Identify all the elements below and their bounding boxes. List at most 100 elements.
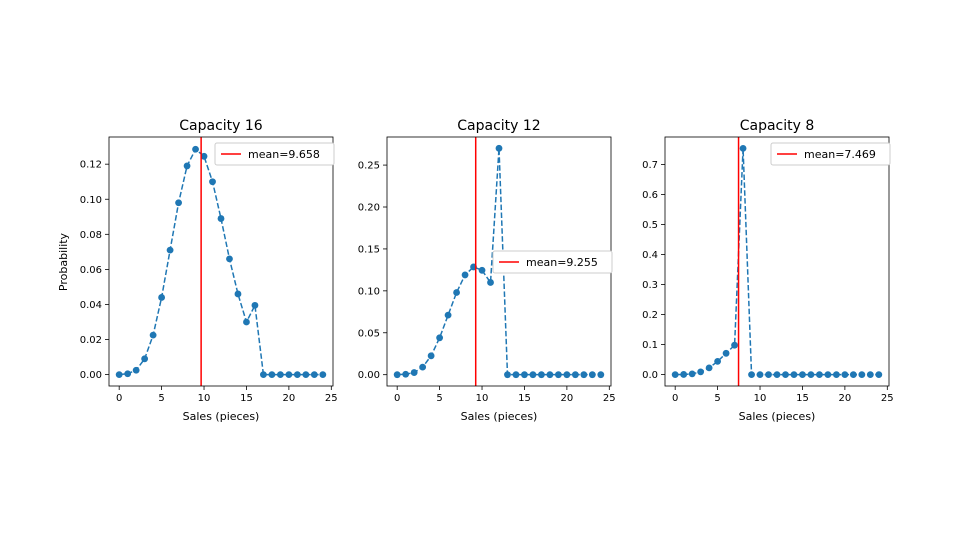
y-tick-label-3-1: 0.1 <box>642 340 658 351</box>
data-point-3-24 <box>875 371 883 378</box>
data-point-1-17 <box>260 371 267 379</box>
data-point-2-12 <box>495 144 503 152</box>
data-point-3-8 <box>739 145 747 152</box>
subplot-title-2: Capacity 12 <box>457 118 540 134</box>
y-tick-label-1-6: 0.12 <box>80 160 102 171</box>
data-point-1-5 <box>158 294 166 301</box>
data-point-3-11 <box>765 371 772 378</box>
x-tick-label-1-0: 0 <box>116 393 122 404</box>
data-point-3-20 <box>841 371 849 378</box>
plot-area-3: 0 5 10 15 20 25 0.0 0.1 0.2 0.3 0.4 0.5 0.6 0.7 <box>642 136 894 404</box>
y-tick-label-1-0: 0.00 <box>80 370 102 381</box>
data-point-1-0 <box>115 371 123 379</box>
data-point-3-14 <box>790 371 798 378</box>
data-point-1-15 <box>243 318 250 326</box>
data-point-2-24 <box>597 371 605 379</box>
subplot-capacity-12: 0 5 10 15 20 25 0.00 0.05 0.10 0.15 0.20 0.25 Capac… <box>358 118 616 423</box>
x-tick-label-3-4: 20 <box>839 393 852 404</box>
data-point-3-23 <box>866 371 874 378</box>
data-point-2-3 <box>419 363 427 371</box>
data-point-3-0 <box>671 371 679 378</box>
data-point-1-22 <box>302 371 310 379</box>
data-point-1-8 <box>183 162 191 170</box>
data-point-2-20 <box>563 371 571 379</box>
data-point-2-21 <box>571 371 579 379</box>
data-point-3-16 <box>807 371 815 378</box>
y-tick-label-3-2: 0.2 <box>642 310 658 321</box>
data-point-1-13 <box>226 255 233 263</box>
legend-box-2 <box>492 250 613 274</box>
y-tick-label-1-4: 0.08 <box>80 230 102 241</box>
data-point-1-19 <box>276 371 284 379</box>
data-point-1-11 <box>209 178 216 186</box>
data-point-3-17 <box>816 371 823 378</box>
data-point-2-0 <box>393 371 401 379</box>
x-tick-label-2-5: 25 <box>603 393 616 404</box>
y-tick-label-1-1: 0.02 <box>80 335 102 346</box>
data-point-3-15 <box>799 371 806 378</box>
x-tick-label-1-1: 5 <box>158 393 164 404</box>
data-point-1-10 <box>200 152 208 160</box>
x-tick-label-2-3: 15 <box>518 393 531 404</box>
x-tick-label-2-0: 0 <box>394 393 400 404</box>
legend-2: mean=9.255 <box>492 250 613 274</box>
x-tick-label-2-1: 5 <box>436 393 442 404</box>
x-tick-label-2-2: 10 <box>476 393 489 404</box>
subplot-capacity-8: 0 5 10 15 20 25 0.0 0.1 0.2 0.3 0.4 0.5 0.6 0.7 Capac… <box>642 118 894 423</box>
data-point-1-12 <box>217 215 225 222</box>
data-point-2-8 <box>461 271 469 279</box>
data-point-3-22 <box>858 371 866 378</box>
data-point-2-13 <box>504 371 511 379</box>
x-axis-label-1: Sales (pieces) <box>183 410 260 423</box>
y-tick-label-3-7: 0.7 <box>642 160 658 171</box>
axes-frame-3 <box>664 136 890 387</box>
x-axis-label-3: Sales (pieces) <box>739 410 816 423</box>
data-point-2-7 <box>453 289 460 296</box>
plot-area-1: 0 5 10 15 20 25 0.00 0.02 0.04 0.06 0.08 0.10 0.12 <box>80 136 338 404</box>
x-tick-label-3-2: 10 <box>754 393 767 404</box>
data-point-1-9 <box>192 145 199 153</box>
data-point-1-21 <box>293 371 301 379</box>
y-tick-label-1-5: 0.10 <box>80 195 102 206</box>
data-point-2-19 <box>554 371 562 379</box>
legend-box-3 <box>770 142 891 166</box>
x-axis-label-2: Sales (pieces) <box>461 410 538 423</box>
data-point-2-10 <box>478 266 486 274</box>
plot-area-2: 0 5 10 15 20 25 0.00 0.05 0.10 0.15 0.20 0.25 <box>358 136 616 404</box>
data-point-3-3 <box>697 368 705 376</box>
data-point-1-1 <box>124 370 132 378</box>
data-point-1-4 <box>149 331 157 339</box>
data-point-3-12 <box>773 371 781 378</box>
subplot-title-1: Capacity 16 <box>179 118 263 134</box>
data-point-2-22 <box>580 371 588 379</box>
x-tick-label-3-0: 0 <box>672 393 678 404</box>
y-tick-label-3-3: 0.3 <box>642 280 658 291</box>
x-tick-label-2-4: 20 <box>561 393 574 404</box>
data-point-2-2 <box>410 369 418 376</box>
data-point-1-20 <box>285 371 293 379</box>
legend-mean-label-2: mean=9.255 <box>526 256 598 269</box>
x-tick-label-1-4: 20 <box>283 393 296 404</box>
y-tick-label-2-2: 0.10 <box>358 286 380 297</box>
data-point-2-17 <box>538 371 545 379</box>
data-point-3-18 <box>824 371 832 378</box>
data-point-2-6 <box>444 311 452 319</box>
data-point-3-1 <box>680 371 688 378</box>
x-tick-label-3-5: 25 <box>881 393 894 404</box>
data-point-3-19 <box>832 371 840 378</box>
data-point-2-5 <box>436 334 444 342</box>
x-tick-label-1-3: 15 <box>240 393 253 404</box>
data-point-2-14 <box>512 371 520 379</box>
data-point-3-7 <box>731 341 738 349</box>
data-point-3-10 <box>756 371 764 378</box>
data-point-3-4 <box>705 364 713 372</box>
y-tick-label-3-4: 0.4 <box>642 250 658 261</box>
y-tick-label-2-5: 0.25 <box>358 161 380 172</box>
data-point-1-14 <box>234 290 242 298</box>
data-point-1-24 <box>319 371 327 379</box>
legend-box-1 <box>214 142 335 166</box>
data-point-3-9 <box>748 371 755 378</box>
data-point-3-2 <box>688 370 696 378</box>
data-point-2-18 <box>546 371 554 379</box>
legend-mean-label-3: mean=7.469 <box>804 148 876 161</box>
